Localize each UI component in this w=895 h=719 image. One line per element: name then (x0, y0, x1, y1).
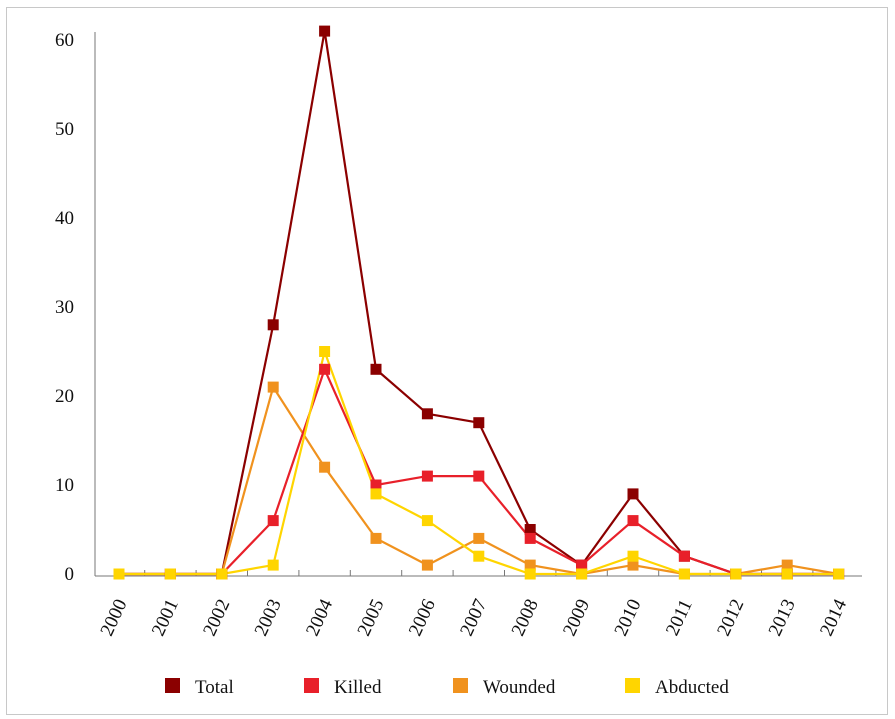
x-tick-label: 2008 (508, 596, 543, 639)
point-wounded-2003 (267, 381, 279, 393)
point-abducted-2011 (678, 568, 690, 580)
point-killed-2003 (267, 515, 279, 527)
point-wounded-2013 (781, 559, 793, 571)
legend-swatch-total (165, 678, 180, 693)
point-total-2008 (524, 524, 536, 535)
x-tick-label: 2001 (148, 596, 183, 639)
legend-swatch-killed (304, 678, 319, 693)
point-wounded-2008 (524, 559, 536, 571)
x-tick-label: 2014 (816, 596, 851, 640)
x-tick-label: 2006 (405, 596, 440, 639)
point-killed-2010 (627, 515, 639, 527)
point-killed-2004 (319, 363, 331, 375)
point-total-2006 (421, 408, 433, 420)
series-lines (119, 30, 839, 576)
point-abducted-2010 (627, 550, 639, 562)
y-tick-label: 0 (65, 564, 75, 585)
y-tick-label: 20 (55, 386, 74, 407)
point-abducted-2001 (164, 568, 176, 580)
x-tick-label: 2000 (96, 596, 131, 639)
point-wounded-2007 (473, 532, 485, 544)
legend: Total Killed Wounded Abducted (165, 677, 729, 698)
point-abducted-2002 (216, 568, 228, 580)
point-killed-2006 (421, 470, 433, 482)
x-tick-label: 2005 (353, 596, 388, 639)
y-tick-label: 50 (55, 119, 74, 140)
x-tick-label: 2003 (251, 596, 286, 639)
point-abducted-2003 (267, 559, 279, 571)
series-line-total (119, 30, 839, 576)
point-total-2007 (473, 417, 485, 429)
y-tick-label: 10 (55, 475, 74, 496)
point-abducted-2012 (730, 568, 742, 580)
point-killed-2005 (370, 479, 382, 491)
point-killed-2009 (576, 559, 588, 571)
point-wounded-2004 (319, 461, 331, 473)
y-tick-label: 60 (55, 30, 74, 51)
legend-swatch-abducted (625, 678, 640, 693)
point-total-2004 (319, 25, 331, 37)
x-tick-label: 2013 (765, 596, 800, 639)
point-abducted-2000 (113, 568, 125, 580)
point-killed-2008 (524, 532, 536, 544)
x-tick-label: 2004 (302, 596, 337, 640)
x-tick-label: 2011 (662, 596, 697, 639)
point-total-2003 (267, 319, 279, 331)
point-abducted-2007 (473, 550, 485, 562)
x-tick-label: 2012 (713, 596, 748, 639)
point-killed-2007 (473, 470, 485, 482)
series-markers (113, 25, 845, 580)
point-abducted-2005 (370, 488, 382, 500)
point-abducted-2009 (576, 568, 588, 580)
chart-frame (6, 7, 888, 715)
point-abducted-2006 (421, 515, 433, 527)
point-wounded-2010 (627, 559, 639, 571)
legend-label-abducted: Abducted (655, 677, 729, 698)
point-abducted-2004 (319, 346, 331, 357)
x-tick-label: 2002 (199, 596, 234, 639)
point-total-2005 (370, 363, 382, 375)
legend-label-total: Total (195, 677, 234, 698)
point-killed-2011 (678, 550, 690, 562)
point-abducted-2014 (833, 568, 845, 580)
legend-label-wounded: Wounded (483, 677, 556, 698)
point-abducted-2013 (781, 568, 793, 580)
y-tick-label: 40 (55, 208, 74, 229)
y-tick-label: 30 (55, 297, 74, 318)
x-tick-label: 2007 (456, 596, 491, 639)
x-tick-label: 2010 (610, 596, 645, 639)
point-abducted-2008 (524, 568, 536, 580)
legend-swatch-wounded (453, 678, 468, 693)
legend-label-killed: Killed (334, 677, 382, 698)
x-tick-label: 2009 (559, 596, 594, 639)
point-total-2010 (627, 488, 639, 500)
point-wounded-2005 (370, 532, 382, 544)
point-wounded-2006 (421, 559, 433, 571)
